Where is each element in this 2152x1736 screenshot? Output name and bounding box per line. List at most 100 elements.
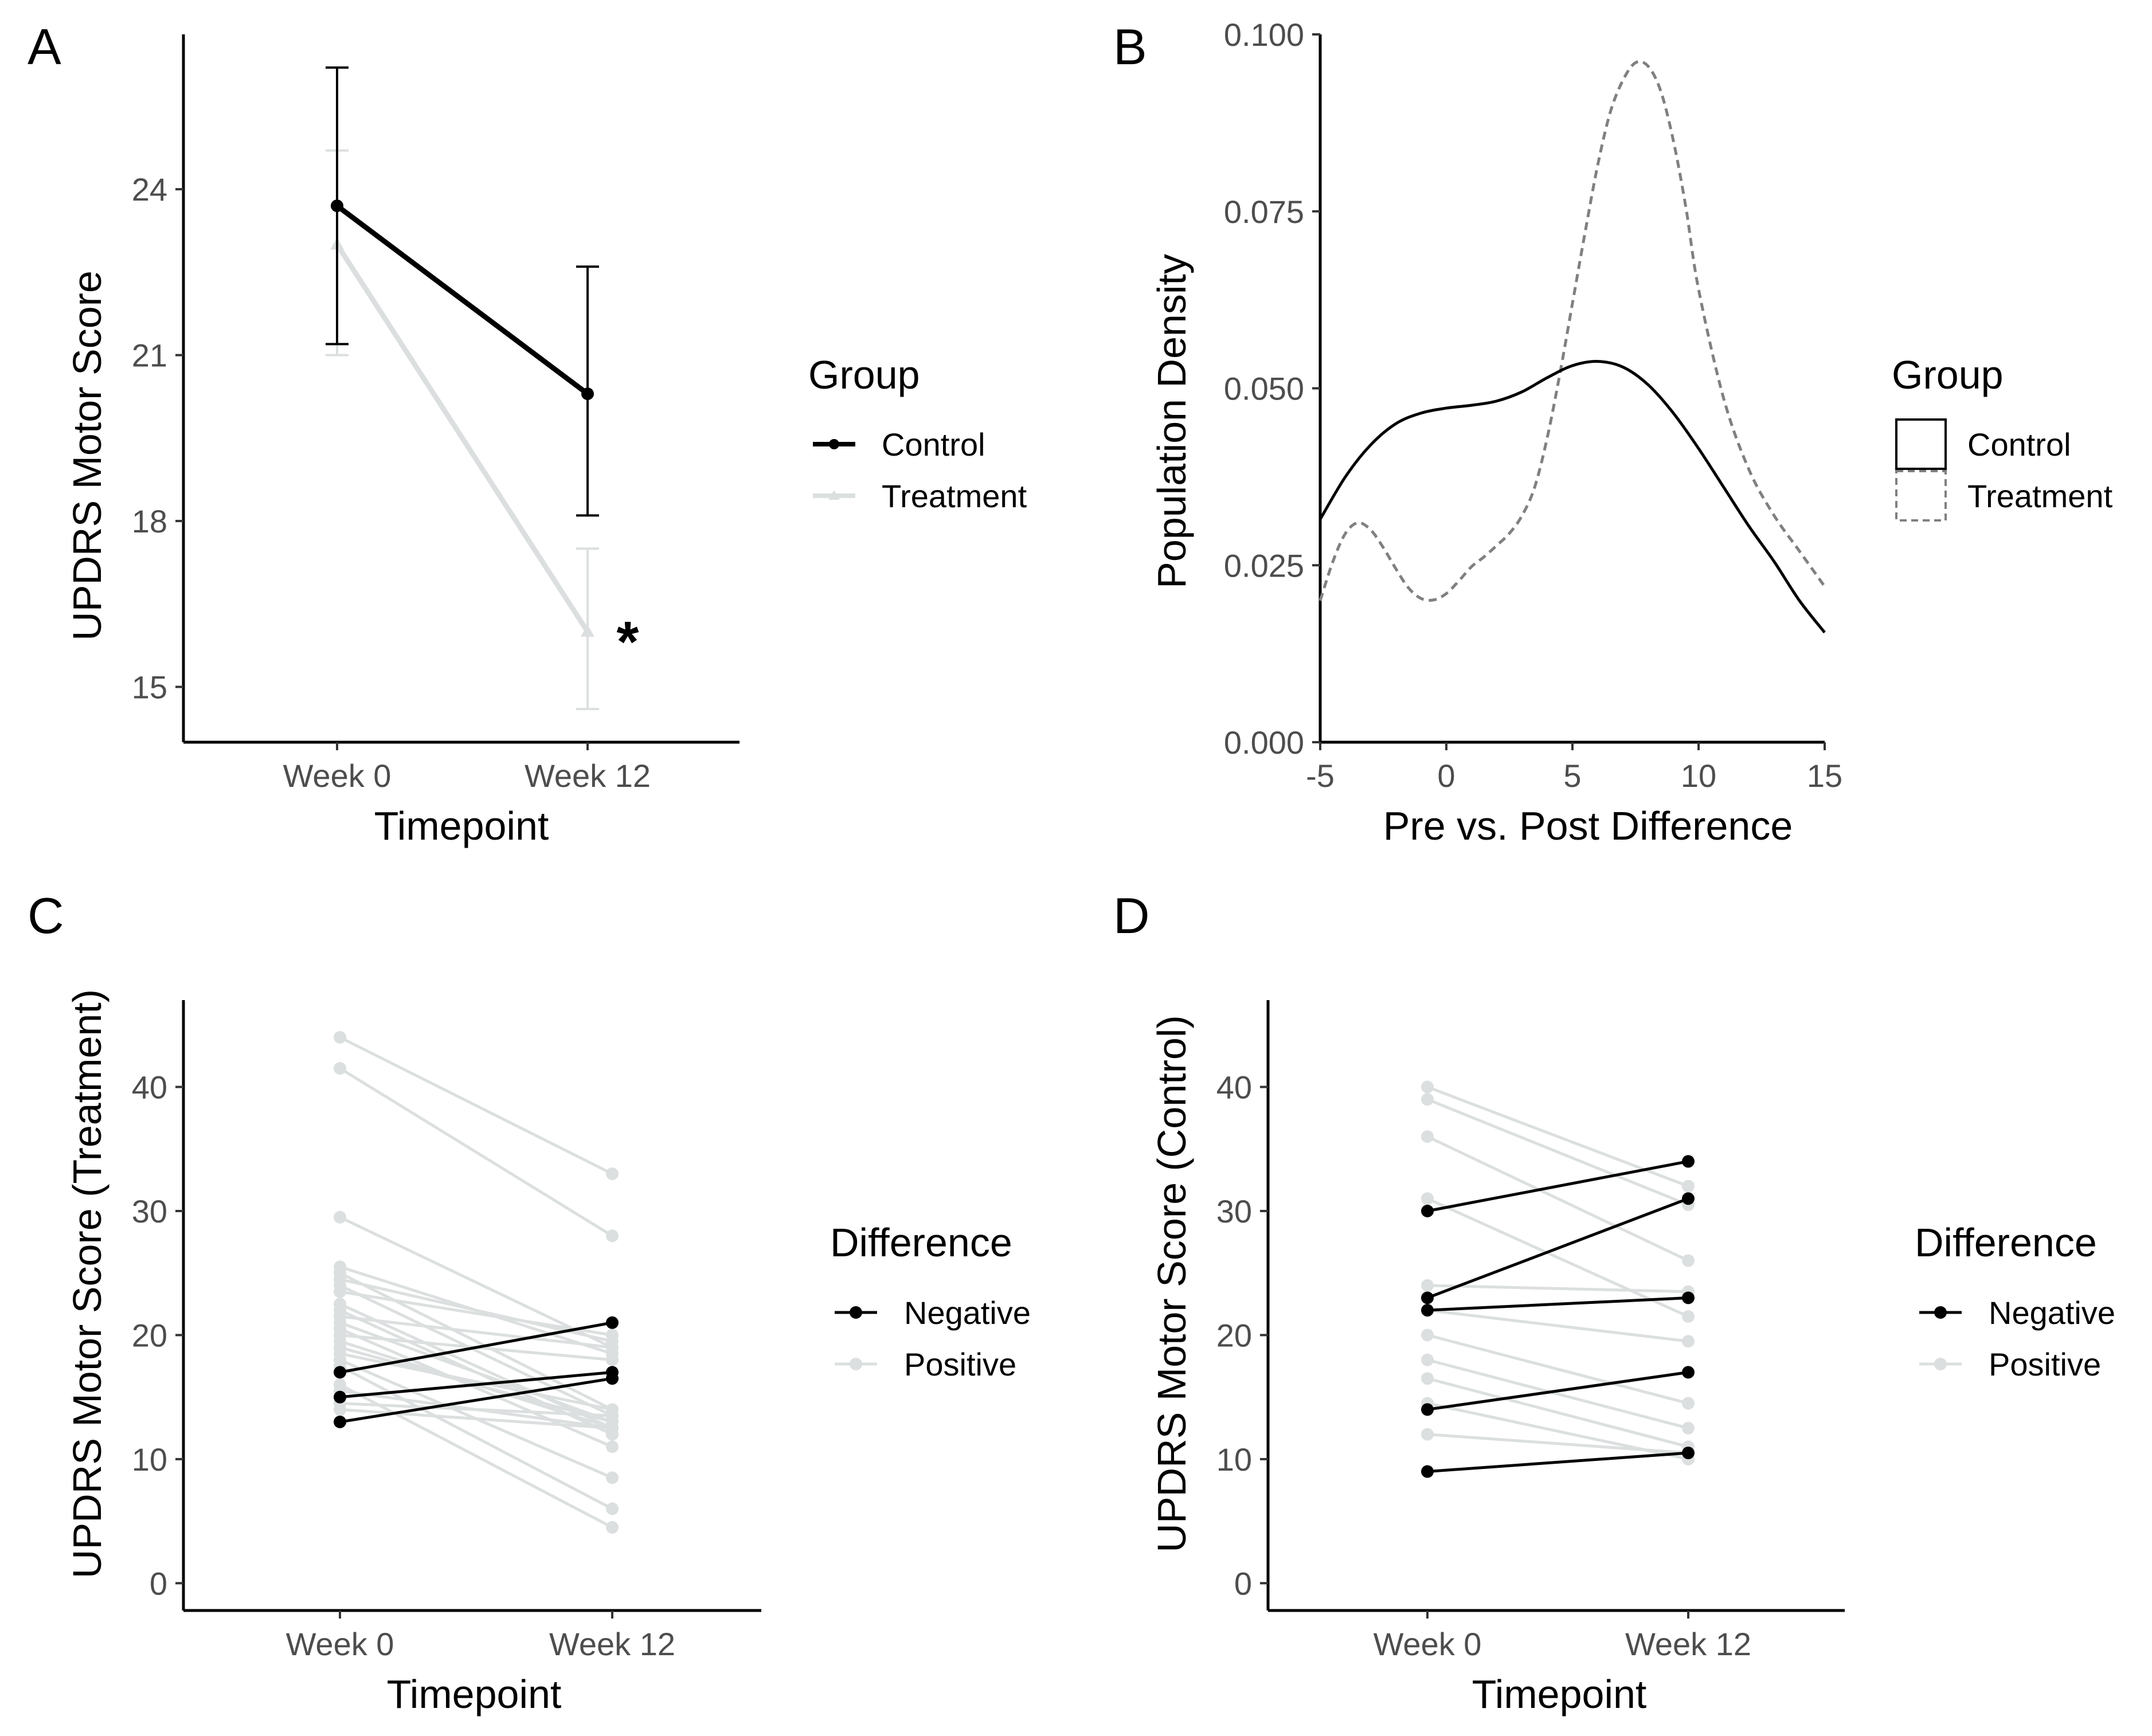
panel-a-legend-label-treatment: Treatment	[882, 478, 1027, 514]
panel-c-point-week12-positive	[606, 1421, 619, 1435]
panel-c-pair-line-positive	[339, 1408, 613, 1430]
panel-c-pair-line-positive	[339, 1036, 613, 1175]
panel-d-point-week0-positive	[1421, 1130, 1434, 1143]
panel-c-pair-line-positive	[339, 1303, 613, 1430]
panel-c-y-tick-label: 30	[132, 1193, 167, 1229]
panel-a-legend-label-control: Control	[882, 426, 985, 463]
panel-d-point-week0-positive	[1421, 1372, 1434, 1385]
panel-b-x-axis-title: Pre vs. Post Difference	[1383, 804, 1793, 848]
panel-d-point-week0-positive	[1421, 1093, 1434, 1106]
panel-d-pair-line-positive	[1427, 1358, 1689, 1430]
panel-c-point-week12-positive	[606, 1471, 619, 1484]
panel-d-pair-line-positive	[1427, 1377, 1689, 1448]
panel-c-legend-label-negative: Negative	[904, 1295, 1031, 1331]
panel-d-point-week12-positive	[1682, 1335, 1695, 1348]
panel-c-point-week12-negative	[606, 1372, 619, 1385]
panel-a-y-tick-label: 21	[132, 338, 167, 374]
panel-b-x-tick-label: 15	[1807, 758, 1842, 794]
panel-d-legend-label-negative: Negative	[1989, 1295, 2115, 1331]
panel-d-point-week0-negative	[1421, 1465, 1434, 1478]
panel-c-pair-line-negative	[339, 1321, 613, 1374]
panel-c-legend: Difference Negative Positive	[830, 1220, 1031, 1382]
panel-b-y-tick-label: 0.075	[1224, 194, 1304, 230]
panel-c: C 0 10 20 30 40 Week 0 Week 12 Timepoint UPDRS…	[28, 887, 1031, 1717]
panel-d-point-week0-positive	[1421, 1353, 1434, 1366]
panel-c-y-tick-label: 40	[132, 1069, 167, 1106]
panel-d-y-axis-title: UPDRS Motor Score (Control)	[1149, 1015, 1194, 1552]
panel-d-pair-line-negative	[1427, 1451, 1689, 1474]
panel-c-point-week12-positive	[606, 1353, 619, 1366]
panel-d-y-tick-label: 30	[1216, 1193, 1252, 1229]
panel-b-x-tick-label: 0	[1437, 758, 1455, 794]
panel-d-y-tick-label: 40	[1216, 1069, 1252, 1106]
panel-c-point-week0-positive	[334, 1403, 346, 1416]
panel-letter-b: B	[1113, 18, 1147, 75]
panel-d-legend-key-positive-point	[1934, 1358, 1947, 1370]
panel-b-legend-label-control: Control	[1967, 426, 2071, 463]
panel-d-pair-line-positive	[1427, 1098, 1689, 1206]
panel-c-legend-label-positive: Positive	[904, 1346, 1016, 1382]
panel-c-pair-line-positive	[339, 1365, 613, 1510]
panel-c-pair-line-negative	[339, 1377, 613, 1424]
panel-a-y-tick-label: 24	[132, 171, 167, 207]
panel-c-pair-line-positive	[339, 1315, 613, 1349]
panel-b-legend-label-treatment: Treatment	[1967, 478, 2113, 514]
panel-d-pair-line-positive	[1427, 1284, 1689, 1294]
panel-c-pair-line-positive	[339, 1284, 613, 1417]
panel-d-point-week0-negative	[1421, 1204, 1434, 1217]
panel-d-legend-title: Difference	[1915, 1220, 2097, 1265]
panel-d-point-week0-positive	[1421, 1329, 1434, 1342]
panel-d-pair-line-negative	[1427, 1159, 1689, 1213]
panel-c-point-week12-positive	[606, 1329, 619, 1342]
panel-d-point-week0-positive	[1421, 1279, 1434, 1292]
panel-c-pair-line-positive	[339, 1327, 613, 1448]
panel-d-point-week12-positive	[1682, 1179, 1695, 1193]
panel-c-pair-line-positive	[339, 1290, 613, 1337]
panel-b-x-tick-label: 10	[1681, 758, 1716, 794]
panel-c-point-week0-positive	[334, 1210, 346, 1224]
panel-d-pair-line-negative	[1427, 1197, 1689, 1299]
panel-d-point-week12-positive	[1682, 1397, 1695, 1410]
panel-c-point-week12-positive	[606, 1440, 619, 1453]
panel-d-point-week12-negative	[1682, 1291, 1695, 1304]
panel-c-point-week0-negative	[334, 1366, 346, 1379]
panel-c-y-tick-label: 0	[150, 1565, 167, 1601]
panel-b-x-tick-label: -5	[1306, 758, 1335, 794]
panel-d: D 0 10 20 30 40 Week 0 Week 12 Timepoint UPDRS…	[1113, 887, 2115, 1717]
panel-d-pair-line-positive	[1427, 1308, 1689, 1343]
panel-a-y-tick-label: 15	[132, 669, 167, 706]
panel-b-density-treatment	[1318, 60, 1826, 602]
panel-b-y-tick-label: 0.000	[1224, 724, 1304, 761]
panel-d-plot: 0 10 20 30 40 Week 0 Week 12	[1216, 1000, 1845, 1662]
panel-a-legend-title: Group	[808, 352, 920, 397]
panel-a-legend: Group Control Treatment	[808, 352, 1027, 514]
panel-letter-d: D	[1113, 887, 1150, 944]
panel-c-point-week12-positive	[606, 1341, 619, 1354]
panel-c-y-tick-label: 20	[132, 1317, 167, 1353]
panel-c-pair-line-positive	[339, 1402, 613, 1417]
panel-c-point-week0-positive	[334, 1285, 346, 1298]
panel-a-significance-asterisk: *	[617, 610, 639, 674]
panel-b-density-control	[1318, 360, 1826, 634]
panel-b-y-tick-label: 0.100	[1224, 17, 1304, 53]
panel-b-legend-title: Group	[1892, 352, 2004, 397]
panel-d-point-week12-negative	[1682, 1192, 1695, 1205]
panel-b-x-tick-label: 5	[1563, 758, 1581, 794]
panel-c-x-tick-label: Week 12	[549, 1626, 675, 1662]
panel-letter-c: C	[28, 887, 64, 944]
panel-d-pair-line-negative	[1427, 1296, 1689, 1312]
panel-d-legend: Difference Negative Positive	[1915, 1220, 2115, 1382]
panel-d-point-week0-negative	[1421, 1291, 1434, 1304]
panel-b-legend: Group Control Treatment	[1892, 352, 2113, 522]
panel-c-legend-key-negative-point	[850, 1306, 862, 1319]
panel-c-plot: 0 10 20 30 40 Week 0 Week 12	[132, 1000, 761, 1662]
panel-d-pair-line-positive	[1426, 1135, 1689, 1262]
panel-d-y-tick-label: 20	[1216, 1317, 1252, 1353]
panel-d-point-week12-negative	[1682, 1447, 1695, 1460]
panel-c-point-week12-positive	[606, 1502, 619, 1515]
panel-c-pair-line-positive	[339, 1067, 613, 1237]
panel-letter-a: A	[28, 18, 61, 75]
panel-b-y-axis-title: Population Density	[1149, 254, 1194, 589]
panel-d-point-week12-positive	[1682, 1254, 1695, 1267]
